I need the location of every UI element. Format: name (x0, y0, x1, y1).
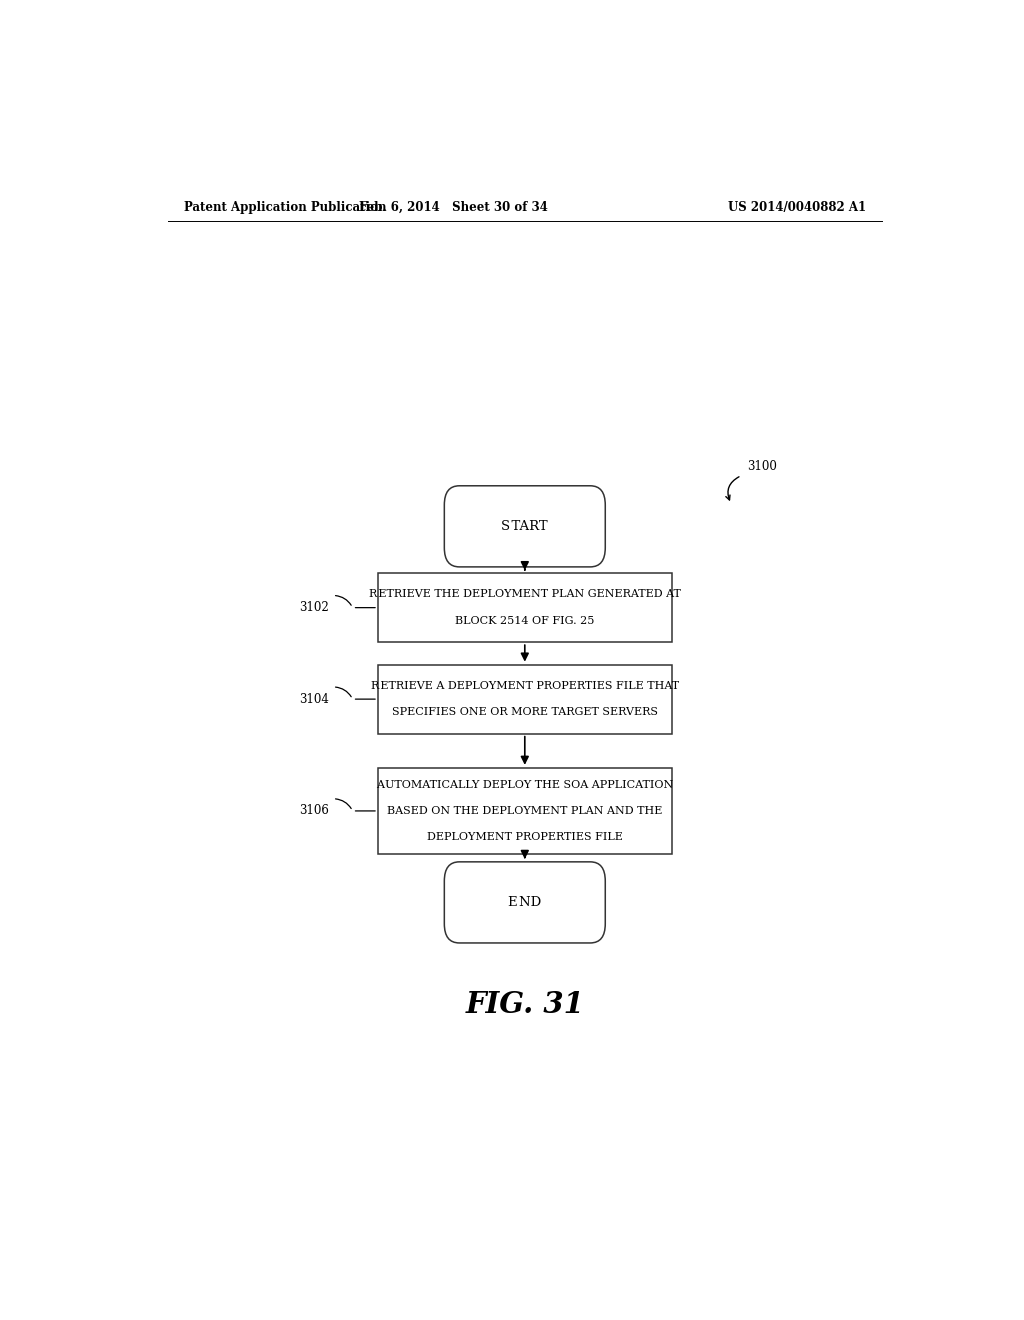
Text: S TART: S TART (502, 520, 548, 533)
Text: DEPLOYMENT PROPERTIES FILE: DEPLOYMENT PROPERTIES FILE (427, 833, 623, 842)
Text: 3102: 3102 (299, 601, 329, 614)
Text: R ETRIEVE THE DEPLOYMENT PLAN GENERATED AT: R ETRIEVE THE DEPLOYMENT PLAN GENERATED … (369, 590, 681, 599)
FancyBboxPatch shape (378, 768, 672, 854)
Text: BLOCK 2514 OF FIG. 25: BLOCK 2514 OF FIG. 25 (455, 616, 595, 626)
FancyBboxPatch shape (444, 486, 605, 566)
Text: Feb. 6, 2014   Sheet 30 of 34: Feb. 6, 2014 Sheet 30 of 34 (359, 201, 548, 214)
Text: 3100: 3100 (748, 461, 777, 474)
Text: E ND: E ND (508, 896, 542, 909)
FancyBboxPatch shape (378, 573, 672, 643)
Text: A UTOMATICALLY DEPLOY THE SOA APPLICATION: A UTOMATICALLY DEPLOY THE SOA APPLICATIO… (376, 780, 674, 789)
FancyBboxPatch shape (444, 862, 605, 942)
FancyBboxPatch shape (378, 664, 672, 734)
Text: R ETRIEVE A DEPLOYMENT PROPERTIES FILE THAT: R ETRIEVE A DEPLOYMENT PROPERTIES FILE T… (371, 681, 679, 690)
Text: 3104: 3104 (299, 693, 329, 706)
Text: 3106: 3106 (299, 804, 329, 817)
Text: BASED ON THE DEPLOYMENT PLAN AND THE: BASED ON THE DEPLOYMENT PLAN AND THE (387, 807, 663, 816)
Text: FIG. 31: FIG. 31 (465, 990, 585, 1019)
Text: Patent Application Publication: Patent Application Publication (183, 201, 386, 214)
Text: SPECIFIES ONE OR MORE TARGET SERVERS: SPECIFIES ONE OR MORE TARGET SERVERS (392, 708, 657, 717)
Text: US 2014/0040882 A1: US 2014/0040882 A1 (728, 201, 866, 214)
